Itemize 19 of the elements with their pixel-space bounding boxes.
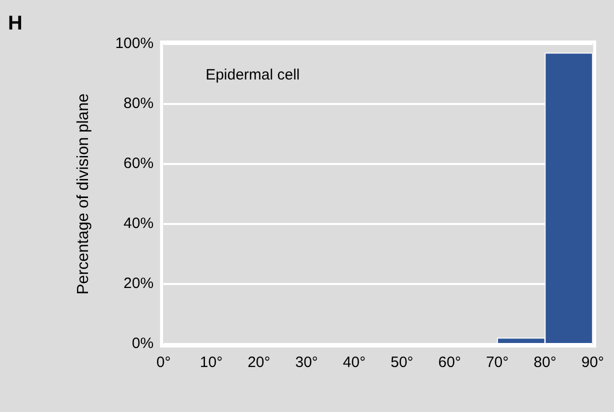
- x-tick-label: 0°: [156, 354, 171, 372]
- y-tick-label: 20%: [124, 275, 154, 292]
- annotation: Epidermal cell: [206, 66, 300, 84]
- x-tick-label: 80°: [534, 354, 556, 372]
- y-tick-label: 60%: [124, 155, 154, 172]
- x-tick-label: 70°: [486, 354, 509, 372]
- x-tick-label: 20°: [248, 354, 270, 372]
- x-tick-label: 30°: [295, 354, 318, 372]
- y-tick-label: 100%: [115, 35, 154, 52]
- x-tick-label: 50°: [390, 354, 414, 372]
- text: H: [8, 12, 22, 35]
- y-axis-title: Percentage of division plane: [75, 93, 92, 295]
- x-tick-label: 60°: [438, 354, 461, 372]
- y-tick-label: 40%: [124, 215, 154, 232]
- x-tick-label: 90°: [581, 354, 604, 372]
- y-tick-label: 0%: [132, 335, 154, 352]
- y-tick-label: 80%: [124, 95, 154, 112]
- x-tick-label: 40°: [342, 354, 366, 372]
- x-tick-label: 10°: [200, 354, 223, 372]
